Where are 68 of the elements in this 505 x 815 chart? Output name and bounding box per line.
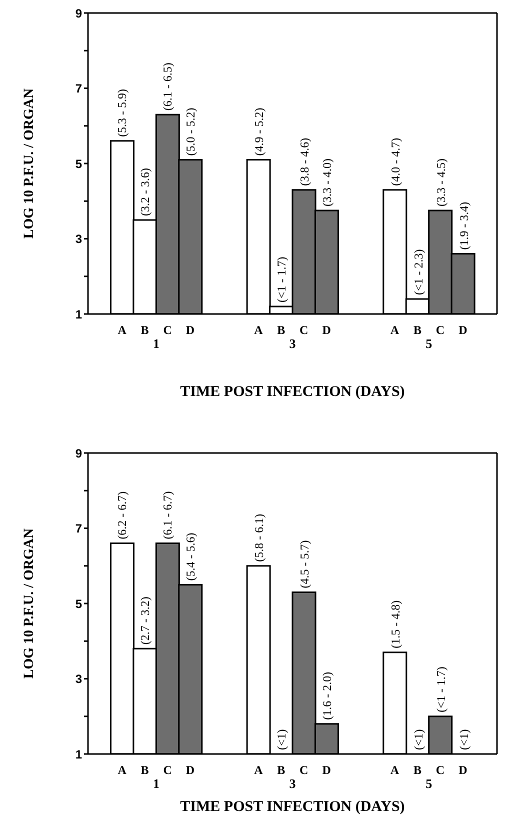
x-tick-label: C bbox=[436, 323, 445, 337]
data-label: (5.3 - 5.9) bbox=[115, 88, 130, 137]
y-tick-label: 7 bbox=[75, 82, 82, 96]
data-label: (1.9 - 3.4) bbox=[456, 202, 471, 250]
x-tick-label: D bbox=[186, 763, 195, 777]
x-tick-label: D bbox=[322, 763, 332, 777]
data-label: (6.1 - 6.7) bbox=[160, 491, 175, 540]
y-tick-label: 1 bbox=[75, 307, 82, 322]
x-tick-label: B bbox=[140, 763, 149, 777]
x-tick-label: B bbox=[277, 763, 286, 777]
x-axis-title: TIME POST INFECTION (DAYS) bbox=[180, 384, 405, 400]
y-tick-label: 5 bbox=[75, 156, 82, 171]
data-label: (<1 - 2.3) bbox=[411, 249, 426, 295]
x-tick-label: D bbox=[186, 323, 195, 337]
data-label: (4.0 - 4.7) bbox=[388, 138, 402, 186]
x-tick-label: A bbox=[118, 763, 127, 777]
data-label: (5.0 - 5.2) bbox=[184, 108, 198, 156]
y-tick-label: 5 bbox=[75, 596, 82, 611]
x-tick-label: C bbox=[163, 763, 172, 777]
y-tick-label: 9 bbox=[75, 6, 82, 20]
y-axis-title: LOG 10 P.F.U. / ORGAN bbox=[22, 88, 37, 239]
y-tick-label: 1 bbox=[75, 747, 82, 762]
x-tick-label: B bbox=[140, 323, 149, 337]
x-tick-label: A bbox=[118, 323, 127, 337]
data-label: (2.7 - 3.2) bbox=[138, 596, 152, 645]
data-label: (<1 - 1.7) bbox=[274, 256, 289, 302]
x-tick-label: D bbox=[322, 323, 332, 337]
data-label: (5.4 - 5.6) bbox=[184, 532, 198, 581]
x-tick-label: A bbox=[390, 763, 400, 777]
y-tick-label: 3 bbox=[75, 232, 82, 246]
x-tick-label: C bbox=[436, 763, 445, 777]
text: 5 bbox=[426, 776, 433, 791]
data-label: (<1 - 1.7) bbox=[434, 666, 448, 712]
data-label: (<1) bbox=[274, 729, 289, 750]
y-axis-title: LOG 10 P.F.U. / ORGAN bbox=[22, 528, 37, 679]
y-tick-label: 7 bbox=[75, 522, 82, 536]
x-tick-label: B bbox=[413, 763, 422, 777]
x-tick-label: D bbox=[458, 763, 468, 777]
data-label: (3.8 - 4.6) bbox=[297, 138, 312, 186]
data-label: (3.2 - 3.6) bbox=[138, 168, 152, 216]
data-label: (3.3 - 4.5) bbox=[434, 158, 448, 207]
x-tick-label: A bbox=[390, 323, 400, 337]
x-tick-label: A bbox=[254, 323, 264, 337]
data-label: (1.6 - 2.0) bbox=[320, 672, 334, 720]
data-label: (<1) bbox=[456, 729, 471, 750]
y-tick-label: 9 bbox=[75, 446, 82, 460]
x-axis-title: TIME POST INFECTION (DAYS) bbox=[180, 799, 405, 815]
x-tick-label: C bbox=[300, 323, 308, 337]
text: 3 bbox=[289, 336, 296, 351]
data-label: (5.8 - 6.1) bbox=[252, 514, 266, 562]
data-label: (4.9 - 5.2) bbox=[252, 108, 266, 156]
data-label: (6.2 - 6.7) bbox=[115, 491, 130, 540]
x-tick-label: A bbox=[254, 763, 264, 777]
x-tick-label: C bbox=[300, 763, 308, 777]
y-tick-label: 3 bbox=[75, 672, 82, 686]
x-tick-label: B bbox=[413, 323, 422, 337]
text: 1 bbox=[152, 776, 160, 791]
text: 1 bbox=[152, 336, 160, 351]
text: 5 bbox=[426, 336, 433, 351]
x-tick-label: C bbox=[163, 323, 172, 337]
x-tick-label: D bbox=[458, 323, 468, 337]
data-label: (4.5 - 5.7) bbox=[297, 540, 312, 588]
text: 3 bbox=[289, 776, 296, 791]
x-tick-label: B bbox=[277, 323, 286, 337]
data-label: (3.3 - 4.0) bbox=[320, 158, 334, 207]
data-label: (1.5 - 4.8) bbox=[388, 600, 402, 648]
data-label: (6.1 - 6.5) bbox=[160, 62, 175, 111]
data-label: (<1) bbox=[411, 729, 426, 750]
